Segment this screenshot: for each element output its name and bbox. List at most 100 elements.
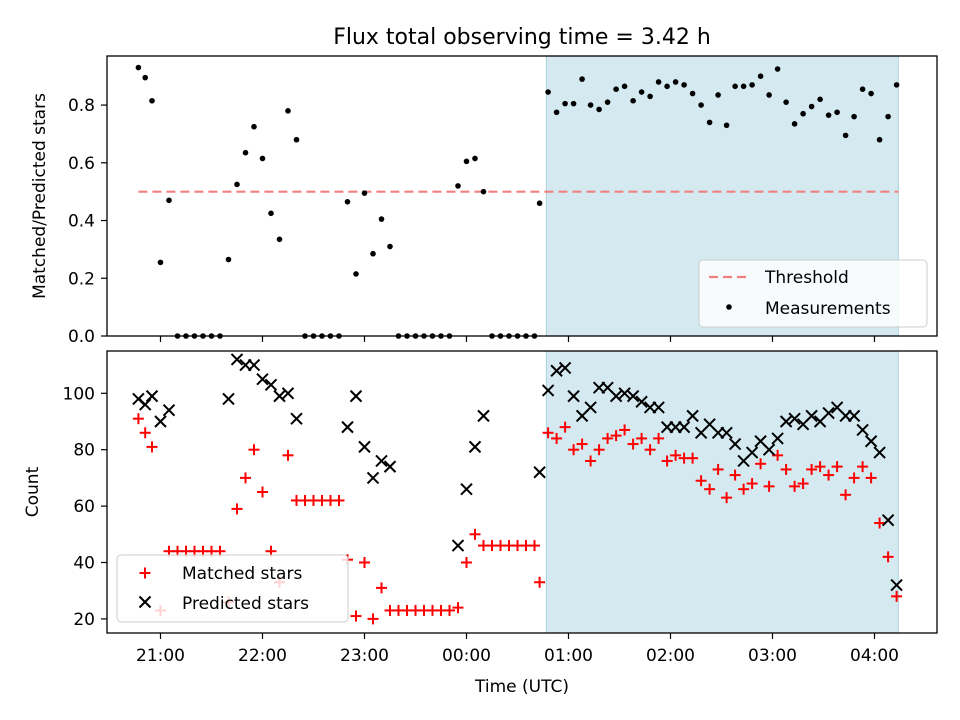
predicted-star-point (222, 392, 235, 406)
predicted-star-point (558, 361, 572, 375)
measurement-point (579, 76, 585, 82)
matched-star-point (831, 461, 843, 473)
legend-label: Threshold (764, 268, 849, 288)
matched-star-point (248, 444, 260, 456)
measurement-point (463, 158, 470, 165)
measurement-point (817, 96, 823, 103)
measurement-point (647, 93, 653, 100)
matched-star-point (755, 458, 767, 470)
matched-star-point (865, 472, 877, 484)
measurement-point (480, 188, 487, 195)
x-stroke (856, 423, 869, 437)
measurement-point (553, 109, 560, 116)
x-stroke (533, 466, 546, 479)
count-y-ticks: 20 40 60 80 100 (63, 384, 107, 630)
predicted-star-point (273, 389, 286, 403)
x-stroke (349, 389, 363, 403)
matched-star-point (636, 432, 648, 444)
x-stroke (754, 435, 767, 448)
predicted-star-point (856, 423, 869, 437)
measurement-point (621, 83, 628, 90)
matched-star-point (763, 480, 775, 492)
measurement-point (293, 136, 300, 143)
y-tick-label: 0.2 (68, 269, 95, 289)
predicted-star-point (281, 387, 295, 400)
x-stroke (830, 401, 844, 414)
count-x-axis-label: Time (UTC) (474, 677, 569, 697)
x-tick-label: 04:00 (850, 646, 899, 666)
measurement-point (276, 236, 283, 243)
measurement-point (800, 110, 806, 117)
legend-label: Predicted stars (182, 594, 309, 614)
ratio-axes-frame (106, 55, 938, 337)
x-stroke (281, 387, 295, 400)
matched-star-point (146, 441, 158, 453)
x-stroke (788, 412, 801, 425)
count-y-axis-label: Count (23, 466, 43, 517)
predicted-star-point (460, 482, 473, 496)
legend-label: Measurements (765, 299, 891, 319)
x-stroke (247, 358, 261, 372)
matched-star-point (282, 449, 294, 461)
matched-star-point (610, 430, 622, 442)
x-stroke (635, 395, 648, 408)
measurement-point (251, 123, 257, 130)
x-stroke (873, 446, 886, 459)
matched-star-point (823, 469, 835, 481)
x-stroke (864, 435, 878, 448)
measurement-point (361, 190, 368, 196)
x-stroke (881, 513, 895, 527)
measurement-point (766, 92, 772, 98)
measurement-point (234, 181, 240, 188)
measurement-point (157, 259, 164, 266)
x-stroke (145, 389, 159, 403)
predicted-star-point (290, 412, 303, 425)
measurement-point (808, 103, 815, 110)
predicted-star-point (366, 471, 380, 485)
x-stroke (230, 353, 244, 366)
matched-star-point (461, 557, 472, 568)
predicted-star-point (720, 426, 733, 439)
predicted-star-point (468, 440, 482, 454)
predicted-star-point (154, 415, 167, 428)
measurement-point (825, 112, 832, 118)
predicted-star-point (477, 409, 490, 423)
count-axes-frame (106, 350, 938, 634)
predicted-star-point (779, 415, 793, 428)
ratio-y-axis-label: Matched/Predicted stars (30, 93, 50, 299)
count-panel: 20 40 60 80 100 21:00 22:00 23:00 00:00 01:00 02:… (23, 350, 938, 697)
predicted-star-point (145, 389, 159, 403)
measurement-point (285, 108, 291, 114)
measurement-point (135, 64, 142, 71)
matched-star-point (814, 461, 826, 473)
matched-star-point (661, 455, 673, 467)
measurement-point (142, 74, 148, 81)
x-stroke (138, 398, 152, 411)
matched-star-point (534, 576, 546, 588)
matched-star-point (240, 472, 251, 484)
x-stroke (626, 389, 640, 403)
x-stroke (375, 454, 388, 468)
chart-title: Flux total observing time = 3.42 h (333, 25, 711, 50)
x-stroke (383, 460, 397, 473)
matched-star-point (797, 478, 809, 490)
matched-star-point (695, 475, 707, 487)
predicted-star-point (533, 466, 546, 479)
matched-star-point (789, 480, 801, 492)
x-stroke (728, 437, 742, 451)
measurement-point (774, 66, 781, 72)
predicted-star-point (256, 372, 269, 386)
y-tick-label: 0.0 (68, 327, 95, 347)
x-stroke (162, 404, 176, 417)
matched-star-point (559, 421, 571, 433)
measurement-point (370, 250, 376, 257)
matched-star-point (469, 528, 481, 540)
measurement-point (630, 97, 636, 104)
predicted-star-point (264, 378, 278, 392)
measurement-point (613, 86, 619, 92)
measurement-point (859, 86, 866, 92)
y-tick-label: 0.6 (68, 154, 95, 174)
matched-star-point (257, 486, 268, 498)
predicted-star-point (864, 435, 878, 448)
measurement-point (344, 198, 351, 205)
